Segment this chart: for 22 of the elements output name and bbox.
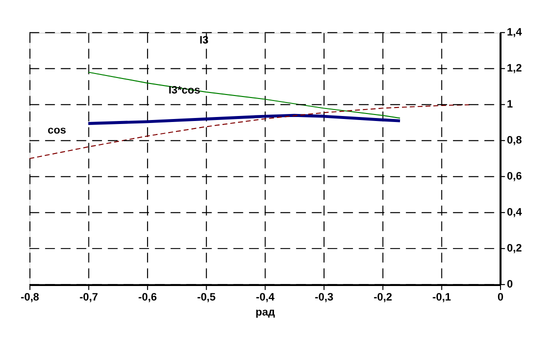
x-tick-label: -0,7 (79, 292, 98, 304)
x-tick-label: -0,2 (374, 292, 392, 304)
x-tick-label: -0,8 (20, 292, 40, 304)
y-tick-label: 1,4 (506, 26, 522, 39)
x-tick-label: -0,3 (314, 292, 334, 304)
x-tick-label: -0,4 (256, 292, 274, 304)
y-tick-label: 0,2 (506, 242, 522, 255)
x-tick-label: -0,6 (138, 292, 157, 304)
line-series (28, 104, 472, 160)
line-series (88, 72, 401, 119)
y-tick-label: 0 (506, 278, 513, 291)
y-tick-label: 0,6 (506, 170, 522, 183)
line-series (86, 114, 402, 125)
x-axis-title: рад (256, 306, 276, 318)
y-tick-label: 1 (506, 98, 513, 111)
x-tick-label: -0,5 (197, 292, 216, 304)
y-tick-label: 0,8 (506, 134, 522, 147)
y-tick-label: 0,4 (506, 206, 522, 219)
x-tick-label: -0,1 (432, 292, 451, 304)
x-tick-label: 0 (498, 292, 504, 304)
annotation: cos (48, 124, 66, 137)
y-tick-label: 1,2 (506, 62, 522, 75)
